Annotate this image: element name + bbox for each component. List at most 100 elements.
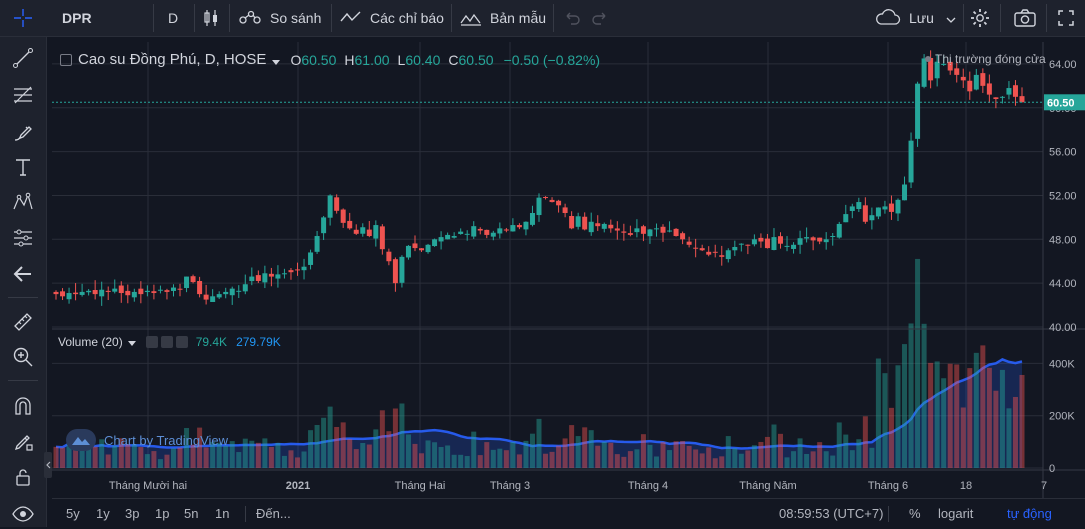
collapse-toolbar-handle[interactable] — [44, 452, 52, 478]
chevron-down-icon[interactable] — [946, 10, 956, 26]
candle-body — [575, 216, 581, 227]
prediction-icon[interactable] — [8, 223, 38, 253]
candle-body — [804, 237, 810, 239]
candle-body — [490, 232, 496, 237]
volume-bar — [562, 438, 568, 468]
undo-icon[interactable] — [563, 0, 581, 36]
magnet-icon[interactable] — [8, 392, 38, 422]
volume-bar — [477, 455, 483, 468]
volume-bar — [817, 442, 823, 468]
range-5y[interactable]: 5y — [66, 506, 80, 521]
trend-line-icon[interactable] — [8, 43, 38, 73]
lock-icon[interactable] — [8, 462, 38, 492]
price-chart[interactable]: 64.0060.0056.0052.0048.0044.0040.00400K2… — [52, 42, 1085, 498]
volume-settings-icon[interactable] — [160, 336, 173, 348]
templates-label: Bản mẫu — [490, 10, 547, 26]
candle-body — [673, 228, 679, 237]
candle-body — [758, 237, 764, 242]
range-1d[interactable]: 1n — [215, 506, 230, 521]
volume-bar — [804, 453, 810, 468]
range-3m[interactable]: 3p — [125, 506, 140, 521]
candle-body — [177, 288, 183, 290]
fullscreen-icon[interactable] — [1058, 0, 1074, 36]
volume-bar — [216, 442, 222, 468]
candle-body — [536, 197, 542, 216]
volume-bar — [660, 442, 666, 468]
volume-bar — [875, 358, 881, 468]
volume-bar — [112, 445, 118, 468]
legend-chevron-down-icon[interactable] — [272, 52, 281, 68]
volume-bar — [575, 436, 581, 468]
volume-bar — [138, 447, 144, 468]
candle-body — [686, 241, 692, 245]
candle-body — [549, 199, 555, 203]
volume-chevron-down-icon[interactable] — [127, 335, 136, 349]
range-5d[interactable]: 5n — [184, 506, 199, 521]
volume-bar — [1012, 396, 1018, 468]
clock-timezone[interactable]: 08:59:53 (UTC+7) — [779, 506, 884, 521]
brush-icon[interactable] — [8, 117, 38, 147]
compare-button[interactable]: So sánh — [238, 0, 321, 36]
volume-bar — [301, 451, 307, 468]
percent-scale-toggle[interactable]: % — [909, 506, 921, 521]
volume-bar — [360, 442, 366, 468]
templates-button[interactable]: Bản mẫu — [460, 0, 546, 36]
volume-title[interactable]: Volume (20) — [58, 335, 123, 349]
redo-icon[interactable] — [591, 0, 609, 36]
legend-eye-icon[interactable] — [60, 53, 72, 66]
candle-body — [915, 83, 921, 139]
time-tick-label: Tháng Hai — [395, 480, 446, 492]
eye-icon[interactable] — [8, 499, 38, 529]
candle-body — [379, 226, 385, 250]
volume-bar — [738, 453, 744, 468]
candle-body — [627, 233, 633, 235]
settings-gear-icon[interactable] — [969, 0, 991, 36]
camera-icon[interactable] — [1013, 0, 1037, 36]
fib-retracement-icon[interactable] — [8, 80, 38, 110]
tradingview-watermark[interactable]: Chart by TradingView — [66, 429, 228, 451]
goto-date-button[interactable]: Đến... — [256, 506, 291, 521]
interval-selector[interactable]: D — [168, 10, 179, 26]
candle-body — [334, 197, 340, 211]
volume-bar — [706, 447, 712, 468]
volume-bar — [954, 364, 960, 468]
candle-body — [170, 287, 176, 291]
candle-body — [281, 273, 287, 275]
volume-visibility-icon[interactable] — [145, 336, 158, 348]
volume-bar — [725, 436, 731, 468]
candle-body — [197, 280, 203, 295]
volume-bar — [516, 454, 522, 468]
symbol-search[interactable]: DPR — [62, 10, 92, 26]
candle-body — [438, 237, 444, 242]
save-button[interactable]: Lưu — [875, 0, 956, 36]
candle-body — [791, 244, 797, 249]
arrow-left-icon[interactable] — [8, 259, 38, 289]
volume-bar — [836, 422, 842, 468]
volume-bar — [268, 446, 274, 468]
drawing-mode-icon[interactable] — [8, 427, 38, 457]
auto-scale-toggle[interactable]: tự động — [1007, 506, 1052, 521]
volume-bar — [99, 439, 105, 468]
volume-bar — [405, 434, 411, 468]
volume-bar — [758, 441, 764, 468]
pattern-icon[interactable] — [8, 187, 38, 217]
zoom-in-icon[interactable] — [8, 342, 38, 372]
top-toolbar: DPR D So sánh Các chỉ báo Bản mẫu Lưu — [0, 0, 1085, 37]
volume-bar — [928, 362, 934, 468]
indicators-button[interactable]: Các chỉ báo — [340, 0, 444, 36]
text-tool-icon[interactable] — [8, 152, 38, 182]
candles-style-icon[interactable] — [202, 0, 220, 36]
candle-body — [419, 248, 425, 251]
symbol-title[interactable]: Cao su Đồng Phú, D, HOSE — [78, 51, 267, 68]
range-1m[interactable]: 1p — [155, 506, 170, 521]
log-scale-toggle[interactable]: logarit — [938, 506, 974, 521]
ruler-icon[interactable] — [8, 307, 38, 337]
range-1y[interactable]: 1y — [96, 506, 110, 521]
crosshair-icon[interactable] — [0, 0, 46, 36]
volume-bar — [249, 440, 255, 468]
volume-remove-icon[interactable] — [175, 336, 188, 348]
candle-body — [118, 285, 124, 294]
candle-body — [497, 228, 503, 234]
volume-bar — [164, 454, 170, 468]
volume-bar — [432, 442, 438, 468]
